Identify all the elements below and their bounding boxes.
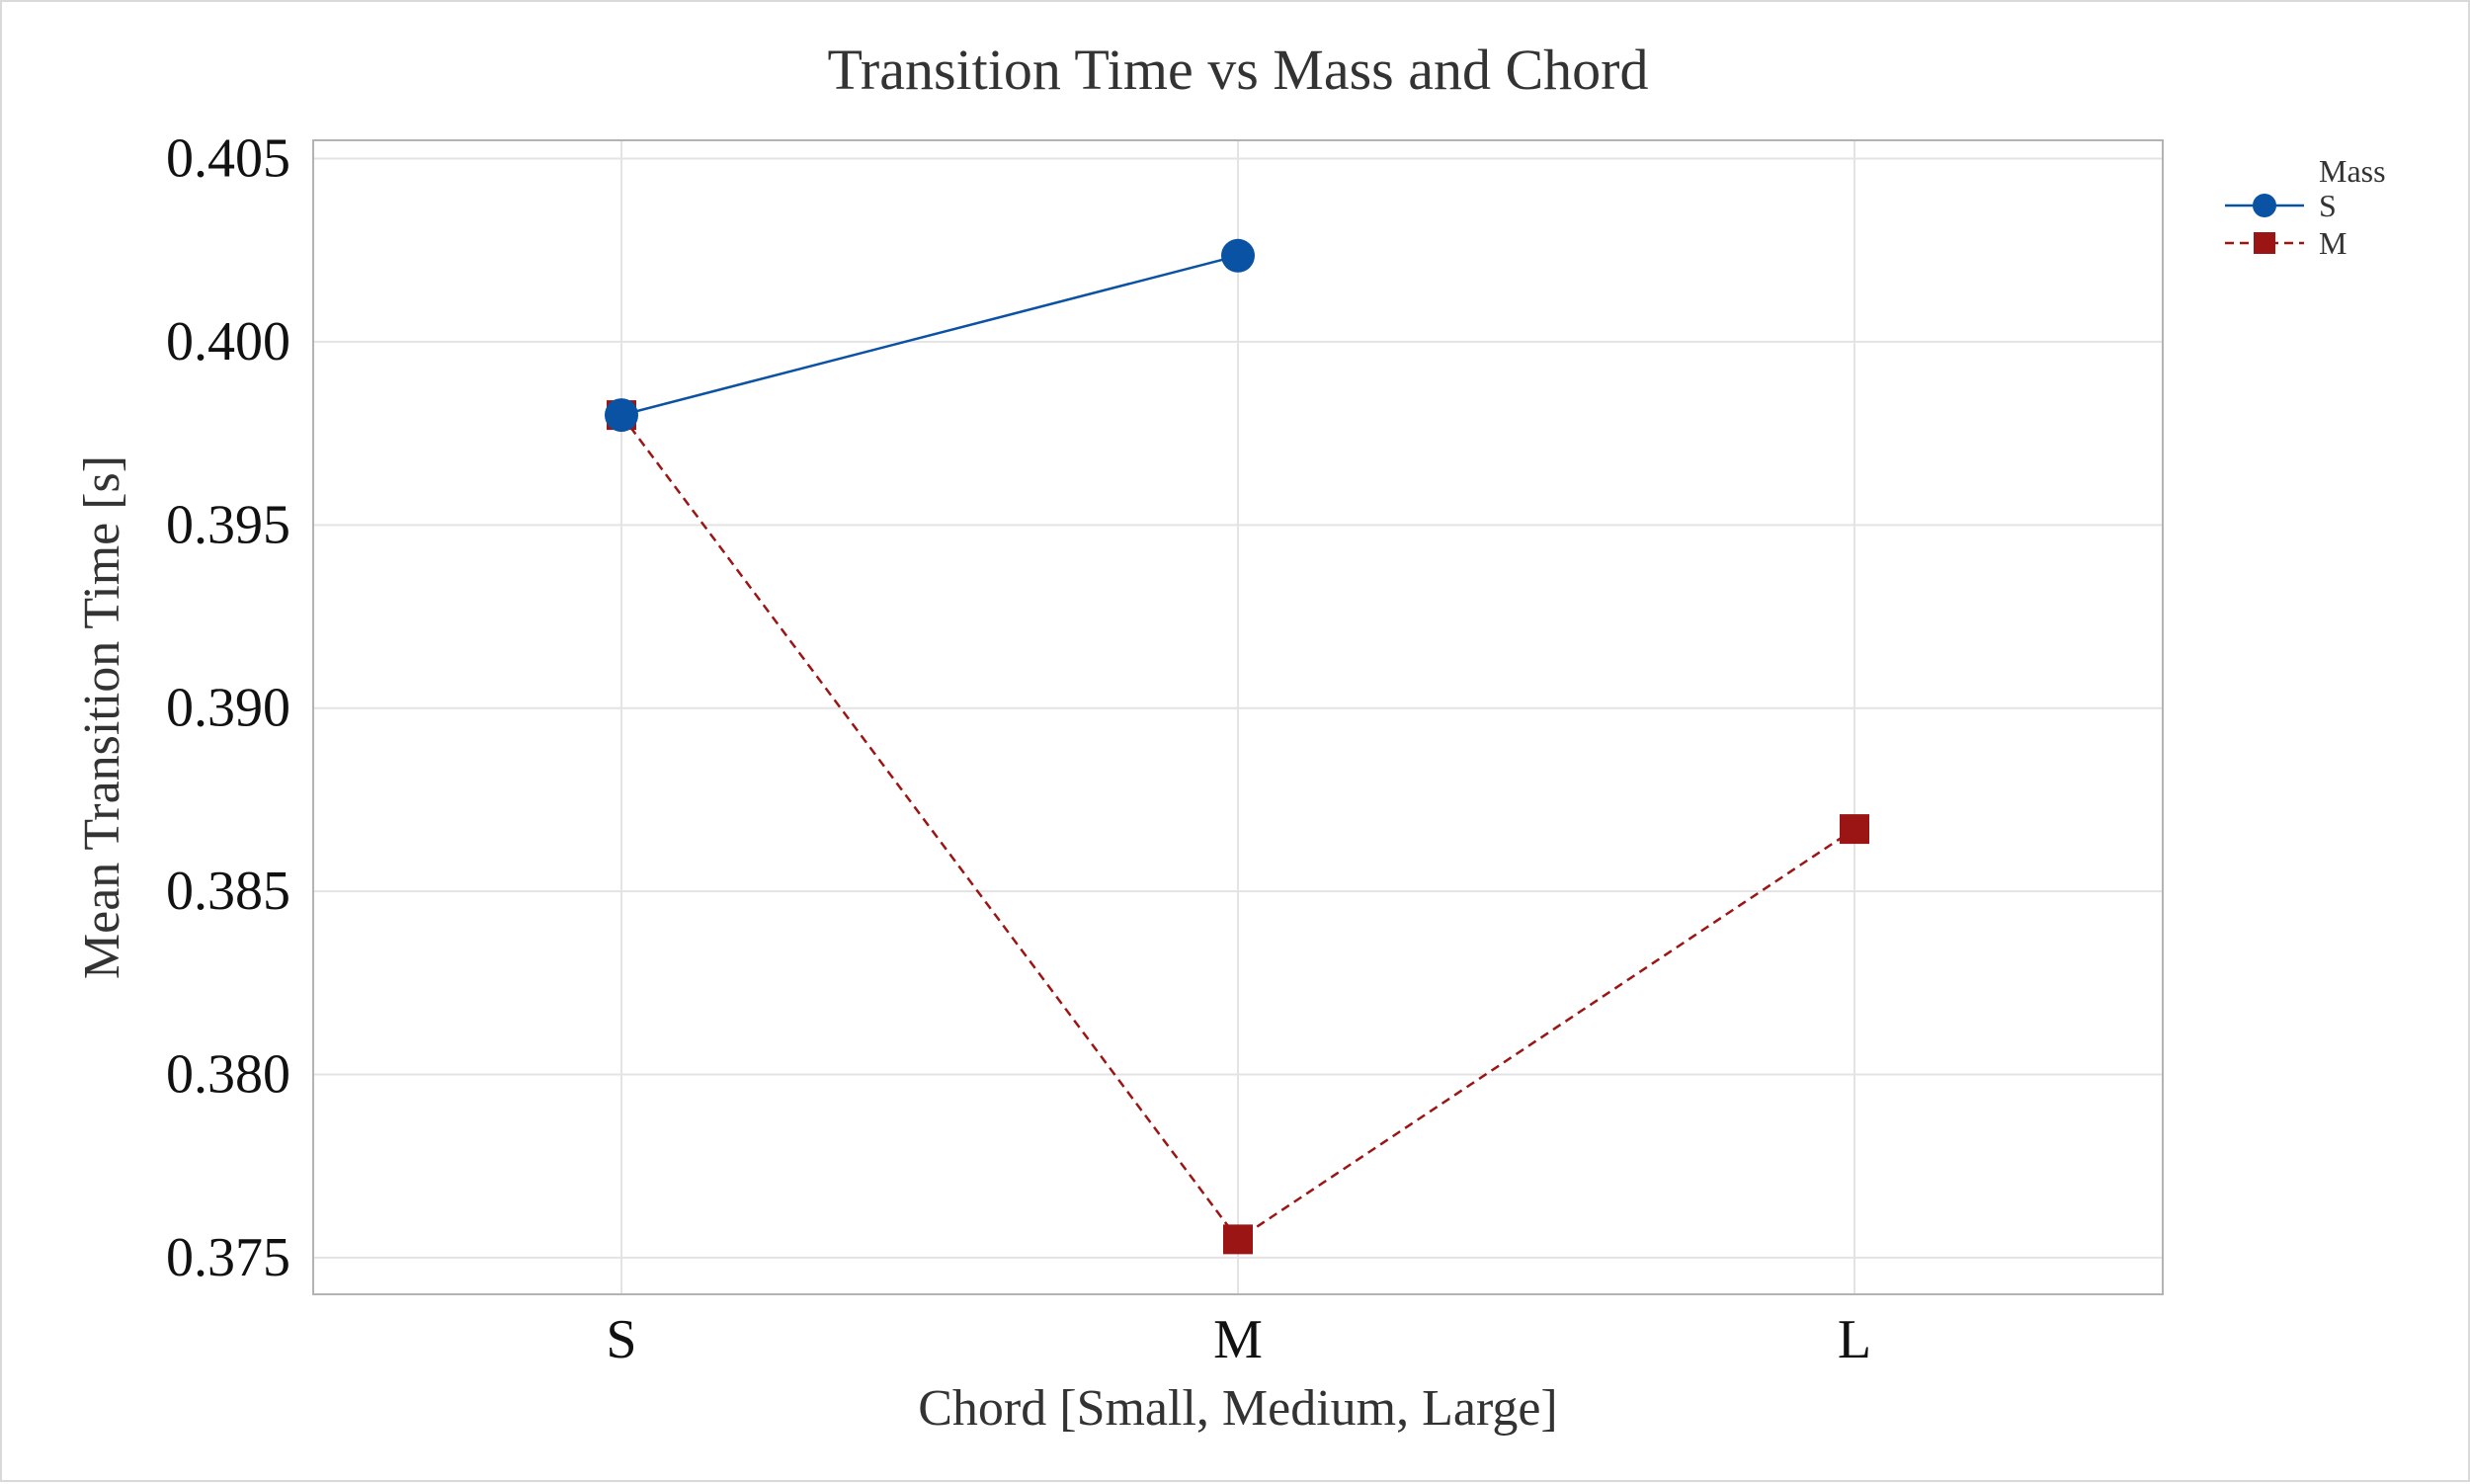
legend-title: Mass [2319,153,2386,189]
y-tick-label: 0.395 [166,494,290,555]
x-axis-label: Chord [Small, Medium, Large] [918,1380,1558,1437]
y-tick-label: 0.400 [166,311,290,372]
data-point [1221,238,1255,273]
y-tick-label: 0.375 [166,1227,290,1288]
legend-item: S [2225,188,2337,223]
x-tick-label: L [1838,1309,1871,1370]
y-tick-label: 0.385 [166,861,290,922]
x-tick-label: M [1213,1309,1263,1370]
y-axis-label: Mean Transition Time [s] [74,455,130,979]
y-tick-labels: 0.375 0.380 0.385 0.390 0.395 0.400 0.405 [166,128,290,1288]
x-tick-label: S [606,1309,636,1370]
data-point [1223,1224,1253,1255]
chart-title: Transition Time vs Mass and Chord [828,38,1649,102]
y-tick-label: 0.405 [166,128,290,190]
series-layer [605,238,1869,1255]
legend-item: M [2225,225,2346,261]
series-s-group [605,238,1255,433]
legend-marker [2253,194,2276,217]
y-tick-label: 0.390 [166,678,290,739]
y-tick-label: 0.380 [166,1044,290,1106]
legend-items: SM [2225,188,2346,261]
legend-label: M [2319,225,2346,261]
grid-lines [313,140,2163,1294]
plot-border [312,139,2164,1295]
legend-label: S [2319,188,2337,223]
data-point [1840,814,1869,845]
series-line [620,254,1239,417]
legend-marker [2254,232,2275,254]
data-point [605,398,638,433]
legend: Mass SM [2225,153,2386,261]
